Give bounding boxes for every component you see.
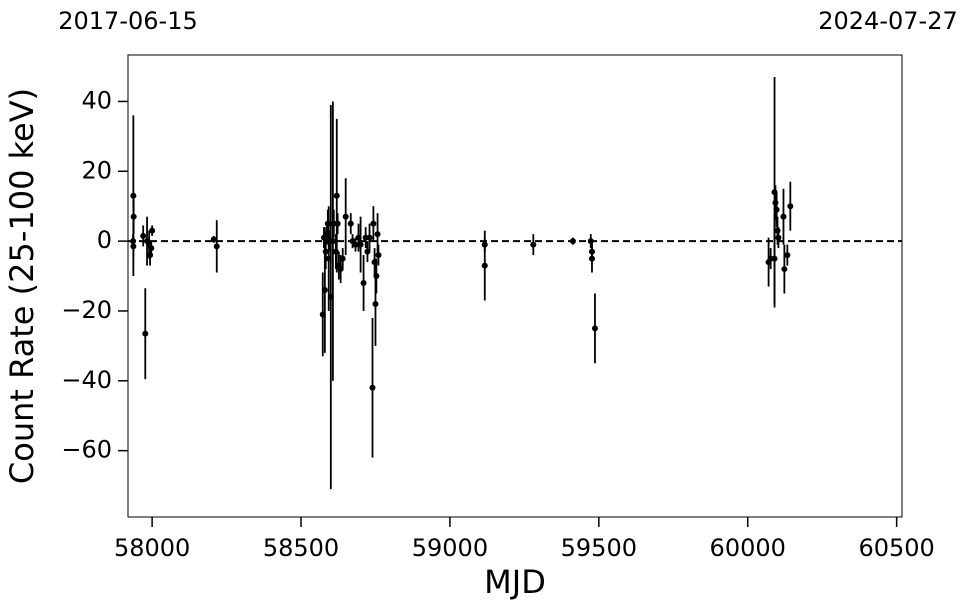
data-point — [369, 384, 376, 391]
data-point — [142, 330, 149, 337]
data-point — [148, 245, 155, 252]
data-point — [787, 203, 794, 210]
data-point — [342, 213, 349, 220]
data-point — [130, 192, 137, 199]
data-point — [360, 280, 367, 287]
data-point — [370, 220, 377, 227]
x-tick-label: 59500 — [561, 534, 637, 562]
top-date-label: 2017-06-15 — [58, 7, 197, 35]
data-point — [213, 243, 220, 250]
data-point — [140, 232, 147, 239]
data-point — [357, 241, 364, 248]
data-point — [781, 266, 788, 273]
data-point — [375, 252, 382, 259]
data-point — [530, 241, 537, 248]
x-tick-label: 58000 — [114, 534, 190, 562]
data-point — [147, 252, 154, 259]
data-point — [329, 238, 336, 245]
y-tick-label: 20 — [81, 156, 112, 184]
data-point — [591, 325, 598, 332]
data-point — [322, 248, 329, 255]
data-point — [333, 192, 340, 199]
y-tick-label: −20 — [61, 296, 112, 324]
data-point — [130, 243, 137, 250]
data-point — [587, 238, 594, 245]
data-point — [784, 252, 791, 259]
data-point — [588, 255, 595, 262]
x-tick-label: 59000 — [412, 534, 488, 562]
data-point — [130, 213, 137, 220]
data-point — [374, 231, 381, 238]
data-point — [321, 287, 328, 294]
data-point — [372, 300, 379, 307]
x-tick-label: 60000 — [710, 534, 786, 562]
x-axis-label: MJD — [484, 563, 546, 601]
y-tick-label: −60 — [61, 436, 112, 464]
data-point — [347, 220, 354, 227]
x-tick-label: 60500 — [858, 534, 934, 562]
data-point — [569, 238, 576, 245]
x-tick-label: 58500 — [263, 534, 339, 562]
y-tick-label: −40 — [61, 366, 112, 394]
data-point — [780, 213, 787, 220]
plot-frame — [127, 54, 903, 518]
data-point — [373, 273, 380, 280]
data-point — [210, 236, 217, 243]
data-point — [334, 220, 341, 227]
y-tick-label: 0 — [97, 226, 112, 254]
data-point — [339, 255, 346, 262]
data-point — [149, 227, 156, 234]
y-tick-label: 40 — [81, 86, 112, 114]
data-point — [352, 241, 359, 248]
data-point — [481, 262, 488, 269]
y-axis-label: Count Rate (25-100 keV) — [3, 88, 41, 484]
data-point — [772, 199, 779, 206]
data-point — [773, 206, 780, 213]
data-point — [775, 234, 782, 241]
top-date-label: 2024-07-27 — [818, 7, 957, 35]
data-point — [366, 234, 373, 241]
